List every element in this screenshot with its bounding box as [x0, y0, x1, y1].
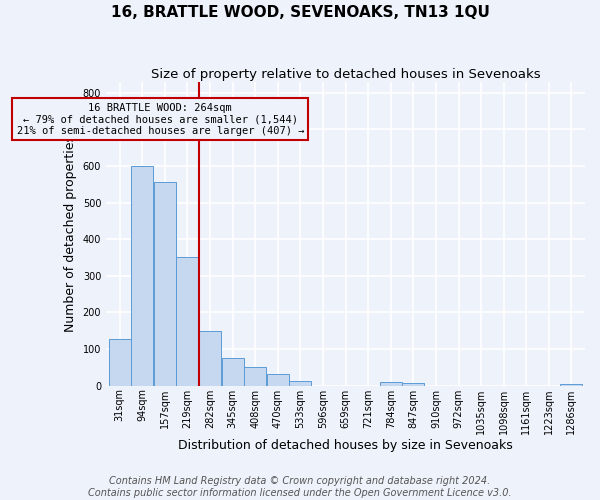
- Bar: [244, 366, 266, 386]
- Text: 16, BRATTLE WOOD, SEVENOAKS, TN13 1QU: 16, BRATTLE WOOD, SEVENOAKS, TN13 1QU: [110, 5, 490, 20]
- Bar: [131, 166, 153, 386]
- Text: 16 BRATTLE WOOD: 264sqm
← 79% of detached houses are smaller (1,544)
21% of semi: 16 BRATTLE WOOD: 264sqm ← 79% of detache…: [17, 102, 304, 136]
- X-axis label: Distribution of detached houses by size in Sevenoaks: Distribution of detached houses by size …: [178, 440, 513, 452]
- Bar: [267, 374, 289, 386]
- Text: Contains HM Land Registry data © Crown copyright and database right 2024.
Contai: Contains HM Land Registry data © Crown c…: [88, 476, 512, 498]
- Bar: [403, 382, 424, 386]
- Bar: [380, 382, 401, 386]
- Bar: [154, 182, 176, 386]
- Title: Size of property relative to detached houses in Sevenoaks: Size of property relative to detached ho…: [151, 68, 541, 80]
- Bar: [109, 339, 131, 386]
- Bar: [199, 331, 221, 386]
- Bar: [560, 384, 583, 386]
- Bar: [289, 380, 311, 386]
- Bar: [221, 358, 244, 386]
- Bar: [176, 258, 199, 386]
- Y-axis label: Number of detached properties: Number of detached properties: [64, 135, 77, 332]
